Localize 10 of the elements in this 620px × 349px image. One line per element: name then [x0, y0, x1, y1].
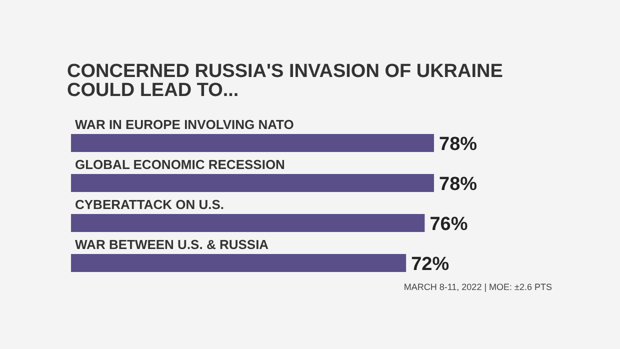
data-label: 76% — [430, 214, 468, 235]
y-tick-label: WAR IN EUROPE INVOLVING NATO — [75, 117, 294, 132]
data-label: 72% — [411, 254, 450, 275]
data-label: 78% — [439, 134, 478, 155]
y-tick-label: CYBERATTACK ON U.S. — [75, 197, 224, 212]
y-tick-label: GLOBAL ECONOMIC RECESSION — [75, 157, 285, 172]
chart-title: CONCERNED RUSSIA'S INVASION OF UKRAINE COULD LEAD TO... — [67, 61, 503, 101]
data-label: 78% — [439, 174, 478, 195]
text: MARCH 8-11, 2022 | MOE: ±2.6 PTS — [404, 282, 552, 292]
y-tick-label: WAR BETWEEN U.S. & RUSSIA — [75, 237, 270, 252]
